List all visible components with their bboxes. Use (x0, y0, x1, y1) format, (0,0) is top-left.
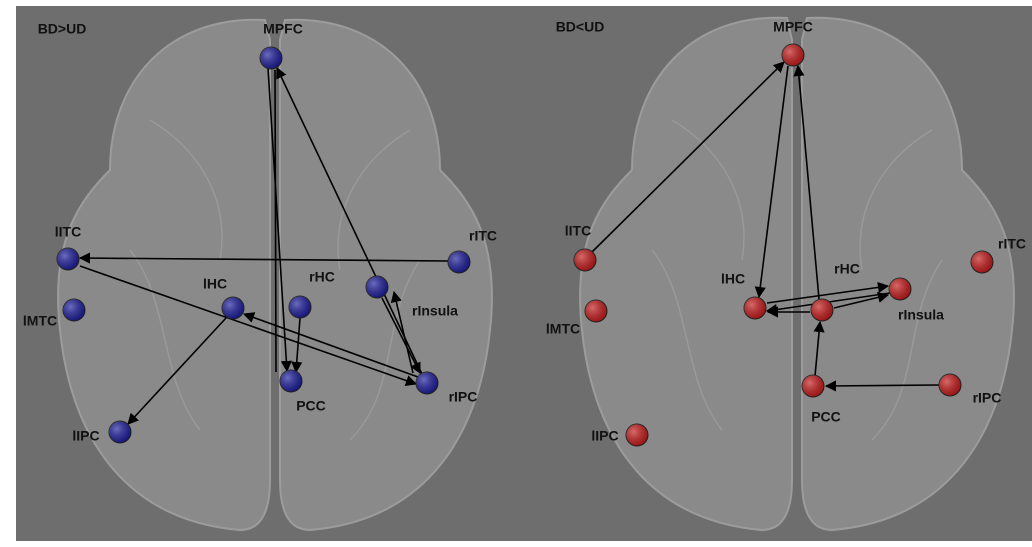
node-label: rInsula (898, 307, 944, 323)
node-label: MPFC (263, 21, 303, 37)
node-shine (448, 251, 470, 273)
node-shine (889, 278, 911, 300)
node-label: rHC (834, 261, 860, 277)
node-label: lITC (55, 224, 81, 240)
node-label: rITC (998, 236, 1026, 252)
node-label: PCC (296, 398, 326, 414)
node-shine (289, 296, 311, 318)
node-label: lMTC (546, 321, 580, 337)
node-shine (280, 370, 302, 392)
node-shine (626, 424, 648, 446)
node-shine (585, 300, 607, 322)
figure: BD>UD BD<UD MPFC lITC lMTC lHC rHC rInsula rIT… (0, 0, 1032, 547)
panel-title: BD>UD (38, 21, 87, 37)
node-shine (574, 249, 596, 271)
node-shine (416, 372, 438, 394)
node-label: rHC (309, 269, 335, 285)
node-label: rIPC (973, 390, 1002, 406)
node-label: rInsula (412, 303, 458, 319)
node-label: rITC (469, 228, 497, 244)
node-label: lHC (721, 271, 745, 287)
node-label: MPFC (773, 19, 813, 35)
node-shine (109, 421, 131, 443)
node-shine (57, 248, 79, 270)
node-label: lHC (203, 276, 227, 292)
node-label: lIPC (72, 428, 99, 444)
node-shine (811, 299, 833, 321)
node-label: PCC (811, 409, 841, 425)
node-label: lMTC (23, 313, 57, 329)
node-shine (802, 375, 824, 397)
node-shine (971, 251, 993, 273)
node-label: rIPC (449, 389, 478, 405)
node-label: lIPC (591, 428, 618, 444)
node-shine (939, 374, 961, 396)
node-shine (222, 297, 244, 319)
panel-title: BD<UD (556, 19, 605, 35)
node-shine (366, 276, 388, 298)
node-shine (744, 297, 766, 319)
node-shine (260, 47, 282, 69)
node-shine (63, 299, 85, 321)
node-shine (782, 44, 804, 66)
node-label: lITC (565, 223, 591, 239)
